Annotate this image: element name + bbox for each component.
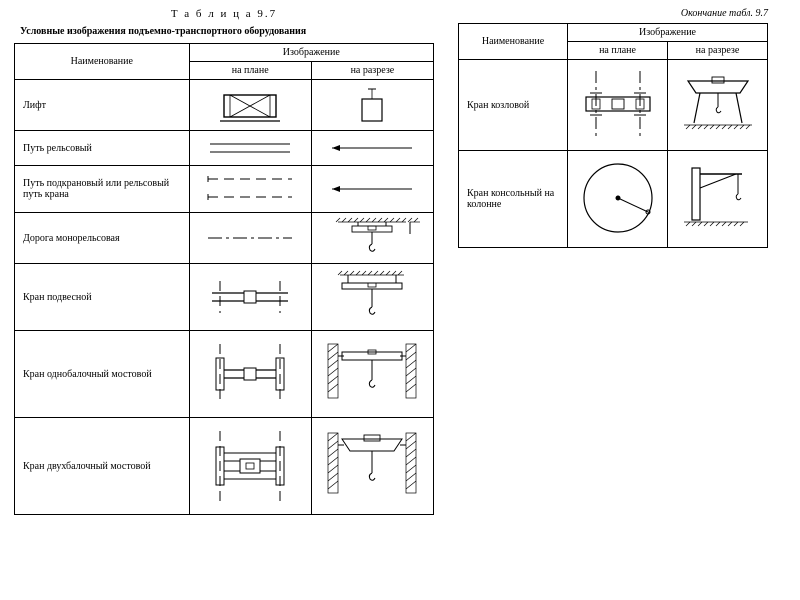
caption: Условные изображения подъемно-транспортн… [20,26,434,37]
symbol-jib-crane-section [668,151,768,248]
row-name: Лифт [15,80,190,131]
table-row: Кран консольный на колонне [459,151,768,248]
symbol-lift-section [311,80,433,131]
th-section: на разрезе [311,62,433,80]
symbol-monorail-plan [189,213,311,264]
symbol-gantry-section [668,60,768,151]
table-left: Наименование Изображение на плане на раз… [14,43,434,515]
symbol-rail-plan [189,131,311,166]
row-name: Дорога монорельсовая [15,213,190,264]
symbol-double-girder-plan [189,418,311,515]
symbol-suspended-crane-section [311,264,433,331]
symbol-crane-rail-plan [189,166,311,213]
continuation-label: Окончание табл. 9.7 [458,8,768,19]
th-plan: на плане [189,62,311,80]
symbol-single-girder-section [311,331,433,418]
symbol-rail-section [311,131,433,166]
table-row: Кран двухбалочный мостовой [15,418,434,515]
table-row: Дорога монорельсовая [15,213,434,264]
symbol-suspended-crane-plan [189,264,311,331]
symbol-single-girder-plan [189,331,311,418]
symbol-double-girder-section [311,418,433,515]
symbol-crane-rail-section [311,166,433,213]
table-row: Кран подвесной [15,264,434,331]
th-name: Наименование [15,44,190,80]
row-name: Кран подвесной [15,264,190,331]
row-name: Путь подкрановый или рельсовый путь кран… [15,166,190,213]
row-name: Кран козловой [459,60,568,151]
table-right: Наименование Изображение на плане на раз… [458,23,768,248]
row-name: Путь рельсовый [15,131,190,166]
th-image: Изображение [568,24,768,42]
symbol-jib-crane-plan [568,151,668,248]
th-name: Наименование [459,24,568,60]
symbol-gantry-plan [568,60,668,151]
row-name: Кран консольный на колонне [459,151,568,248]
th-section: на разрезе [668,42,768,60]
table-row: Кран козловой [459,60,768,151]
table-row: Путь рельсовый [15,131,434,166]
row-name: Кран двухбалочный мостовой [15,418,190,515]
table-row: Кран однобалочный мостовой [15,331,434,418]
table-row: Лифт [15,80,434,131]
row-name: Кран однобалочный мостовой [15,331,190,418]
th-plan: на плане [568,42,668,60]
th-image: Изображение [189,44,433,62]
table-number: Т а б л и ц а 9.7 [14,8,434,20]
symbol-monorail-section [311,213,433,264]
symbol-lift-plan [189,80,311,131]
table-row: Путь подкрановый или рельсовый путь кран… [15,166,434,213]
